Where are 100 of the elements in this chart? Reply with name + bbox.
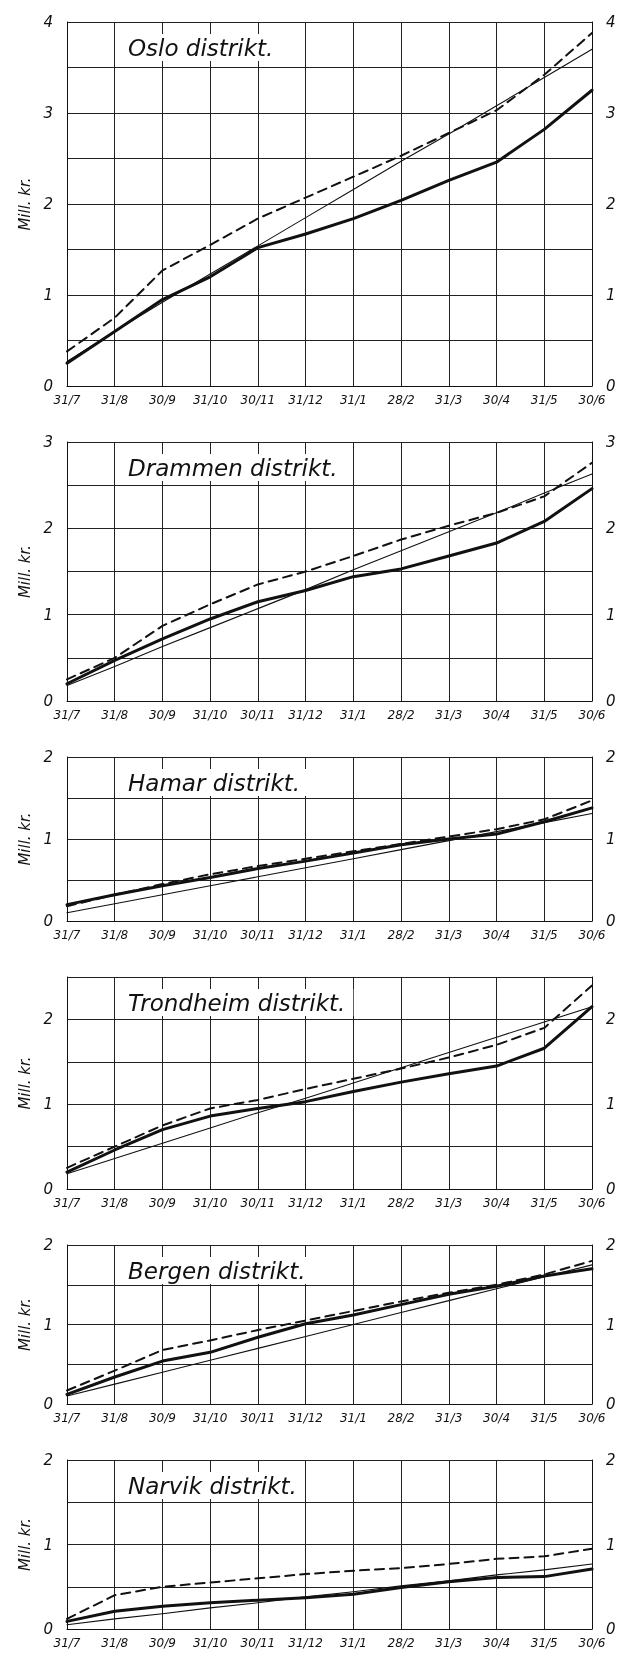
x-tick-label: 31/3 [435, 393, 463, 407]
y-tick-label: 0 [43, 1395, 53, 1413]
y-tick-label: 1 [43, 1535, 53, 1554]
x-tick-label: 30/11 [240, 1196, 276, 1210]
x-tick-label: 31/3 [435, 928, 463, 942]
x-tick-label: 31/8 [101, 1196, 129, 1210]
y-tick-label: 0 [43, 1180, 53, 1198]
y-tick-label: 2 [43, 195, 53, 213]
y-tick-label: 0 [43, 1620, 53, 1638]
y2-tick-label: 2 [606, 1236, 616, 1254]
x-tick-label: 30/4 [483, 1636, 511, 1650]
x-tick-label: 30/11 [240, 1411, 276, 1425]
x-tick-label: 30/9 [148, 393, 176, 407]
y2-tick-label: 1 [606, 286, 616, 304]
x-tick-label: 31/5 [530, 708, 558, 722]
x-tick-label: 31/7 [53, 1411, 81, 1425]
text: Narvik distrikt. [128, 1472, 297, 1499]
y2-tick-label: 3 [606, 104, 616, 122]
y-tick-label: 1 [43, 830, 53, 848]
x-tick-label: 31/10 [192, 1196, 228, 1210]
y-tick-label: 0 [43, 912, 53, 930]
y-axis-title: Mill. kr. [16, 1517, 35, 1572]
x-tick-label: 30/6 [578, 708, 606, 722]
x-tick-label: 30/6 [578, 928, 606, 942]
x-tick-label: 31/1 [339, 708, 367, 722]
y2-tick-label: 2 [606, 748, 616, 766]
text: Hamar distrikt. [128, 769, 301, 796]
y-tick-label: 2 [43, 1010, 53, 1029]
x-tick-label: 31/10 [192, 393, 228, 407]
x-tick-label: 31/8 [101, 708, 129, 722]
text: Bergen distrikt. [128, 1257, 306, 1284]
x-tick-label: 30/4 [483, 708, 511, 722]
x-tick-label: 30/4 [483, 1411, 511, 1425]
y2-tick-label: 1 [606, 830, 616, 848]
x-tick-label: 31/8 [101, 1636, 129, 1650]
y2-tick-label: 1 [606, 1315, 616, 1334]
y2-tick-label: 1 [606, 1535, 616, 1554]
x-tick-label: 31/8 [101, 1411, 129, 1425]
x-tick-label: 31/5 [530, 1411, 558, 1425]
x-tick-label: 30/9 [148, 1411, 176, 1425]
x-tick-label: 31/12 [288, 1196, 323, 1210]
x-tick-label: 31/5 [530, 1636, 558, 1650]
y-tick-label: 3 [43, 104, 53, 122]
y-tick-label: 2 [43, 748, 53, 766]
y2-tick-label: 4 [606, 13, 616, 31]
x-tick-label: 31/1 [339, 393, 367, 407]
x-tick-label: 31/3 [435, 1411, 463, 1425]
x-tick-label: 28/2 [387, 1411, 415, 1425]
y-axis-title: Mill. kr. [16, 812, 35, 866]
x-tick-label: 30/9 [148, 708, 176, 722]
x-tick-label: 31/12 [288, 928, 323, 942]
x-tick-label: 31/7 [53, 1196, 81, 1210]
y2-tick-label: 1 [606, 1095, 616, 1114]
y2-tick-label: 2 [606, 1010, 616, 1029]
y2-tick-label: 2 [606, 519, 616, 538]
x-tick-label: 30/6 [578, 1411, 606, 1425]
y-tick-label: 1 [43, 605, 53, 624]
x-tick-label: 31/3 [435, 708, 463, 722]
x-tick-label: 30/6 [578, 1196, 606, 1210]
x-tick-label: 30/6 [578, 1636, 606, 1650]
y2-tick-label: 0 [606, 1180, 616, 1198]
y-tick-label: 1 [43, 286, 53, 304]
x-tick-label: 31/1 [339, 1636, 367, 1650]
x-tick-label: 28/2 [387, 1196, 415, 1210]
y-tick-label: 0 [43, 692, 53, 710]
y-tick-label: 2 [43, 1236, 53, 1254]
text: Trondheim distrikt. [128, 989, 346, 1016]
x-tick-label: 31/10 [192, 708, 228, 722]
x-tick-label: 31/5 [530, 1196, 558, 1210]
y-tick-label: 2 [43, 519, 53, 538]
x-tick-label: 30/9 [148, 928, 176, 942]
x-tick-label: 30/11 [240, 928, 276, 942]
x-tick-label: 31/8 [101, 928, 129, 942]
y-tick-label: 0 [43, 377, 53, 395]
y-tick-label: 2 [43, 1451, 53, 1469]
text: Oslo distrikt. [128, 34, 274, 61]
y2-tick-label: 0 [606, 912, 616, 930]
x-tick-label: 31/12 [288, 708, 323, 722]
x-tick-label: 31/1 [339, 928, 367, 942]
y-axis-title: Mill. kr. [16, 1056, 35, 1110]
x-tick-label: 31/12 [288, 393, 323, 407]
y-tick-label: 1 [43, 1315, 53, 1334]
x-tick-label: 31/8 [101, 393, 129, 407]
x-tick-label: 31/5 [530, 928, 558, 942]
x-tick-label: 31/12 [288, 1411, 323, 1425]
y2-tick-label: 0 [606, 377, 616, 395]
x-tick-label: 30/11 [240, 393, 276, 407]
x-tick-label: 31/1 [339, 1196, 367, 1210]
x-tick-label: 30/4 [483, 393, 511, 407]
x-tick-label: 28/2 [387, 393, 415, 407]
x-tick-label: 31/3 [435, 1636, 463, 1650]
x-tick-label: 30/9 [148, 1636, 176, 1650]
x-tick-label: 31/7 [53, 708, 81, 722]
text: Drammen distrikt. [128, 454, 338, 481]
y2-tick-label: 1 [606, 605, 616, 624]
x-tick-label: 28/2 [387, 708, 415, 722]
x-tick-label: 31/12 [288, 1636, 323, 1650]
y-tick-label: 1 [43, 1095, 53, 1114]
x-tick-label: 31/10 [192, 1636, 228, 1650]
x-tick-label: 31/5 [530, 393, 558, 407]
